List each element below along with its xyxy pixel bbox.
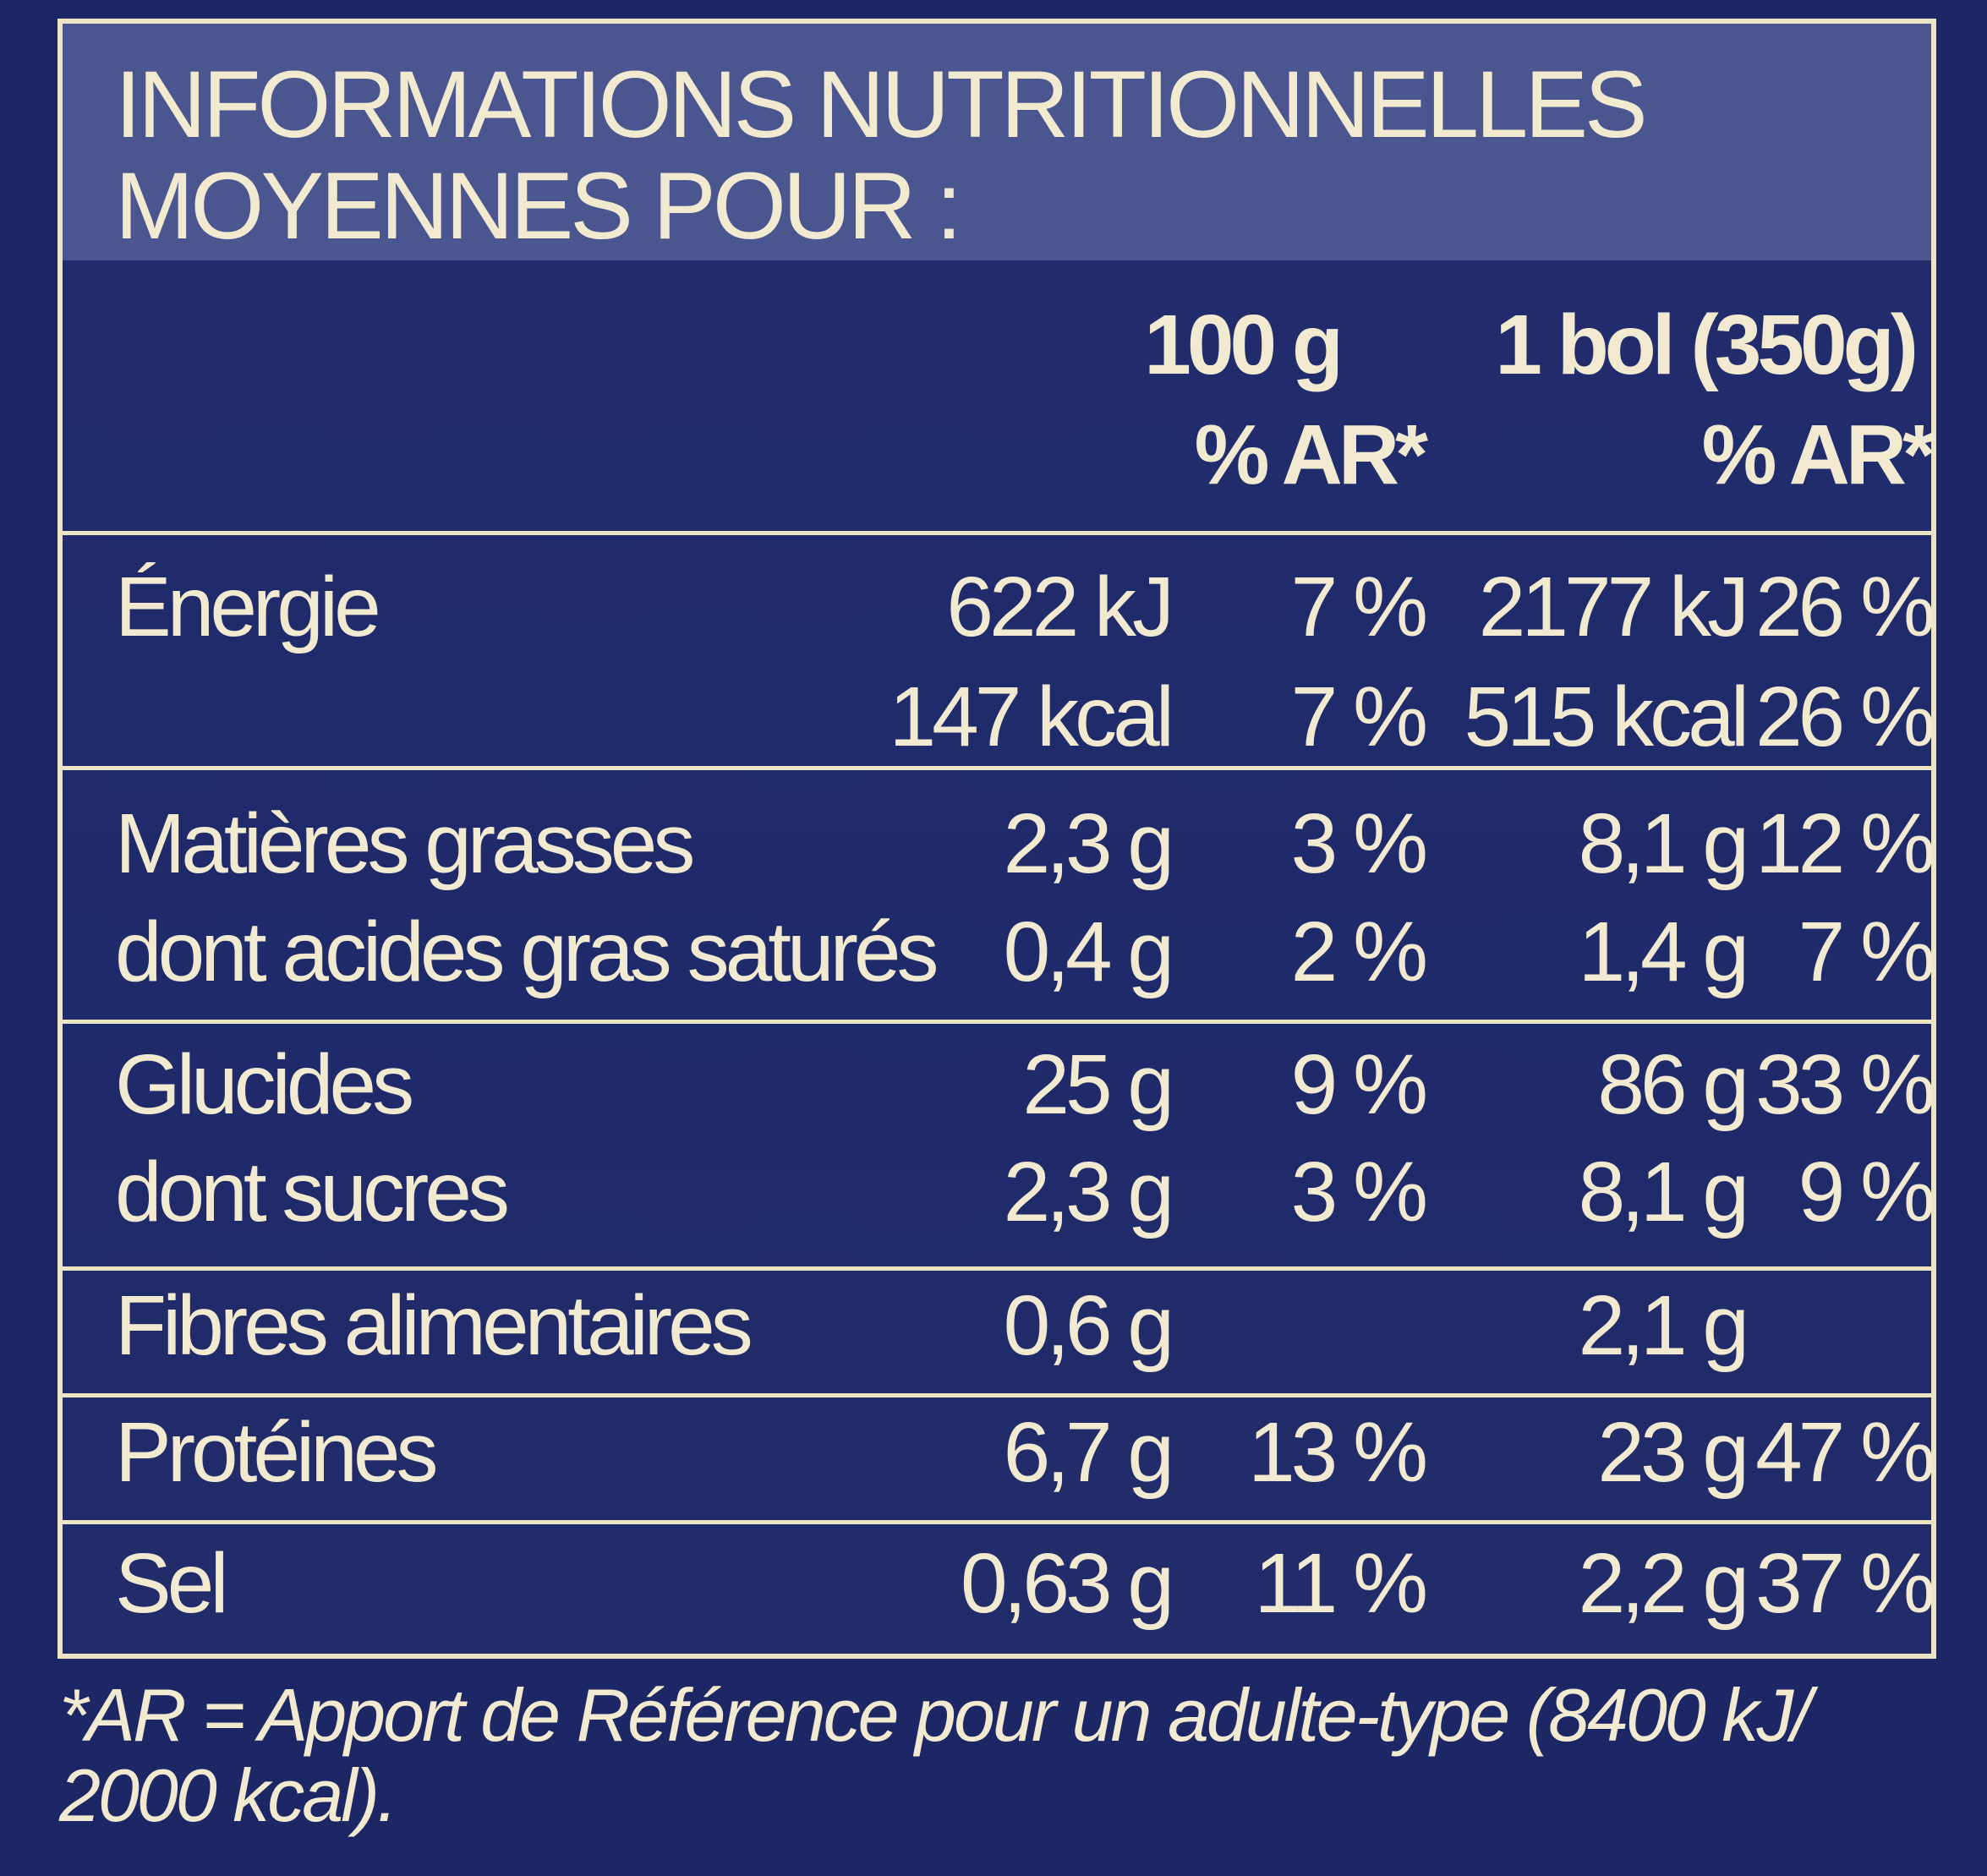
row-v2: 8,1 g [1578, 796, 1749, 891]
footnote-line2: 2000 kcal). [59, 1753, 397, 1837]
row-v2: 2177 kJ [1478, 560, 1749, 654]
nutrition-table: INFORMATIONS NUTRITIONNELLES MOYENNES PO… [57, 19, 1936, 1659]
row-label: dont acides gras saturés [115, 905, 939, 999]
table-title-line2: MOYENNES POUR : [115, 153, 962, 259]
table-title-line1: INFORMATIONS NUTRITIONNELLES [115, 52, 1648, 157]
row-label: Glucides [115, 1037, 414, 1132]
row-p2: 12 % [1755, 796, 1935, 891]
row-label: Sel [115, 1536, 229, 1631]
row-v1: 25 g [1022, 1037, 1174, 1132]
header-band [63, 24, 1931, 260]
row-v1: 2,3 g [1003, 796, 1174, 891]
footnote-line1: *AR = Apport de Référence pour un adulte… [59, 1673, 1812, 1757]
row-v2: 2,2 g [1578, 1536, 1749, 1631]
row-p2: 37 % [1755, 1536, 1935, 1631]
column-header-serving: 1 bol (350g) [1495, 298, 1919, 392]
row-p2: 26 % [1755, 560, 1935, 654]
divider [63, 1266, 1931, 1271]
divider [63, 1020, 1931, 1024]
divider [63, 766, 1931, 770]
row-v1: 2,3 g [1003, 1145, 1174, 1239]
row-v2: 23 g [1597, 1405, 1749, 1500]
row-v2: 1,4 g [1578, 905, 1749, 999]
divider [63, 1520, 1931, 1524]
row-v1: 0,63 g [960, 1536, 1174, 1631]
row-p1: 3 % [1290, 1145, 1428, 1239]
column-header-ar-100g: % AR* [1194, 407, 1428, 502]
row-v1: 6,7 g [1003, 1405, 1174, 1500]
row-v1: 0,4 g [1003, 905, 1174, 999]
row-v2: 8,1 g [1578, 1145, 1749, 1239]
row-p1: 2 % [1290, 905, 1428, 999]
divider [63, 531, 1931, 535]
row-p2: 47 % [1755, 1405, 1935, 1500]
row-p1: 9 % [1290, 1037, 1428, 1132]
row-label: Matières grasses [115, 796, 695, 891]
row-p2: 7 % [1798, 905, 1935, 999]
row-v2: 515 kcal [1464, 670, 1749, 764]
row-v2: 2,1 g [1578, 1278, 1749, 1373]
row-label: Énergie [115, 560, 381, 654]
row-label: dont sucres [115, 1145, 510, 1239]
divider [63, 1393, 1931, 1397]
row-v1: 147 kcal [889, 670, 1174, 764]
column-header-100g: 100 g [1144, 298, 1344, 392]
row-v1: 622 kJ [946, 560, 1174, 654]
row-p2: 33 % [1755, 1037, 1935, 1132]
row-p2: 26 % [1755, 670, 1935, 764]
row-p1: 7 % [1290, 560, 1428, 654]
row-v1: 0,6 g [1003, 1278, 1174, 1373]
row-p1: 13 % [1248, 1405, 1428, 1500]
row-p1: 11 % [1254, 1536, 1428, 1631]
row-p2: 9 % [1798, 1145, 1935, 1239]
row-p1: 3 % [1290, 796, 1428, 891]
row-label: Protéines [115, 1405, 438, 1500]
column-header-ar-serving: % AR* [1701, 407, 1935, 502]
row-v2: 86 g [1597, 1037, 1749, 1132]
row-p1: 7 % [1290, 670, 1428, 764]
row-label: Fibres alimentaires [115, 1278, 753, 1373]
